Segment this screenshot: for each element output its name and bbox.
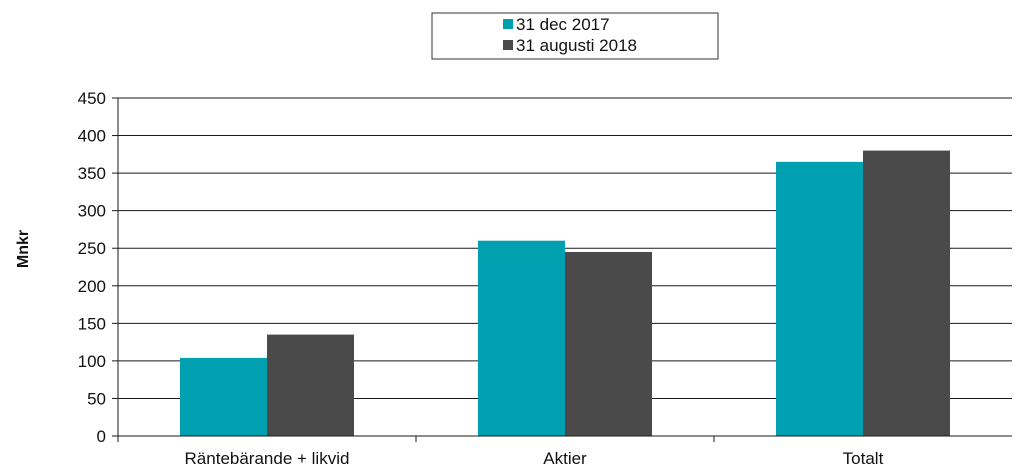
y-tick-label: 0: [97, 427, 106, 446]
y-tick-label: 200: [78, 277, 106, 296]
bar-series2: [863, 150, 950, 437]
y-tick-label: 50: [87, 389, 106, 408]
legend-label: 31 augusti 2018: [516, 36, 637, 55]
legend-swatch: [503, 19, 513, 29]
bar-series1: [776, 161, 863, 436]
y-tick-label: 100: [78, 352, 106, 371]
x-category-label: Totalt: [843, 449, 884, 468]
y-tick-label: 300: [78, 202, 106, 221]
x-category-labels: Räntebärande + likvid Aktier Totalt: [185, 449, 884, 468]
x-category-label: Räntebärande + likvid: [185, 449, 350, 468]
y-tick-label: 250: [78, 239, 106, 258]
legend-swatch: [503, 40, 513, 50]
y-tick-label: 400: [78, 127, 106, 146]
y-tick-label: 450: [78, 89, 106, 108]
axes: [112, 97, 1012, 442]
bar-series1: [478, 240, 565, 436]
legend: 31 dec 2017 31 augusti 2018: [431, 12, 719, 60]
bars: [180, 150, 950, 437]
legend-box: [431, 12, 719, 60]
legend-items: 31 dec 2017 31 augusti 2018: [503, 15, 637, 55]
bar-series2: [267, 334, 354, 436]
y-axis-title: Mnkr: [15, 230, 32, 268]
legend-label: 31 dec 2017: [516, 15, 610, 34]
y-tick-label: 150: [78, 314, 106, 333]
bar-series2: [565, 251, 652, 436]
y-tick-labels: 0 50 100 150 200 250 300 350 400 450: [78, 89, 106, 446]
x-category-label: Aktier: [543, 449, 587, 468]
y-tick-label: 350: [78, 164, 106, 183]
bar-series1: [180, 357, 267, 436]
